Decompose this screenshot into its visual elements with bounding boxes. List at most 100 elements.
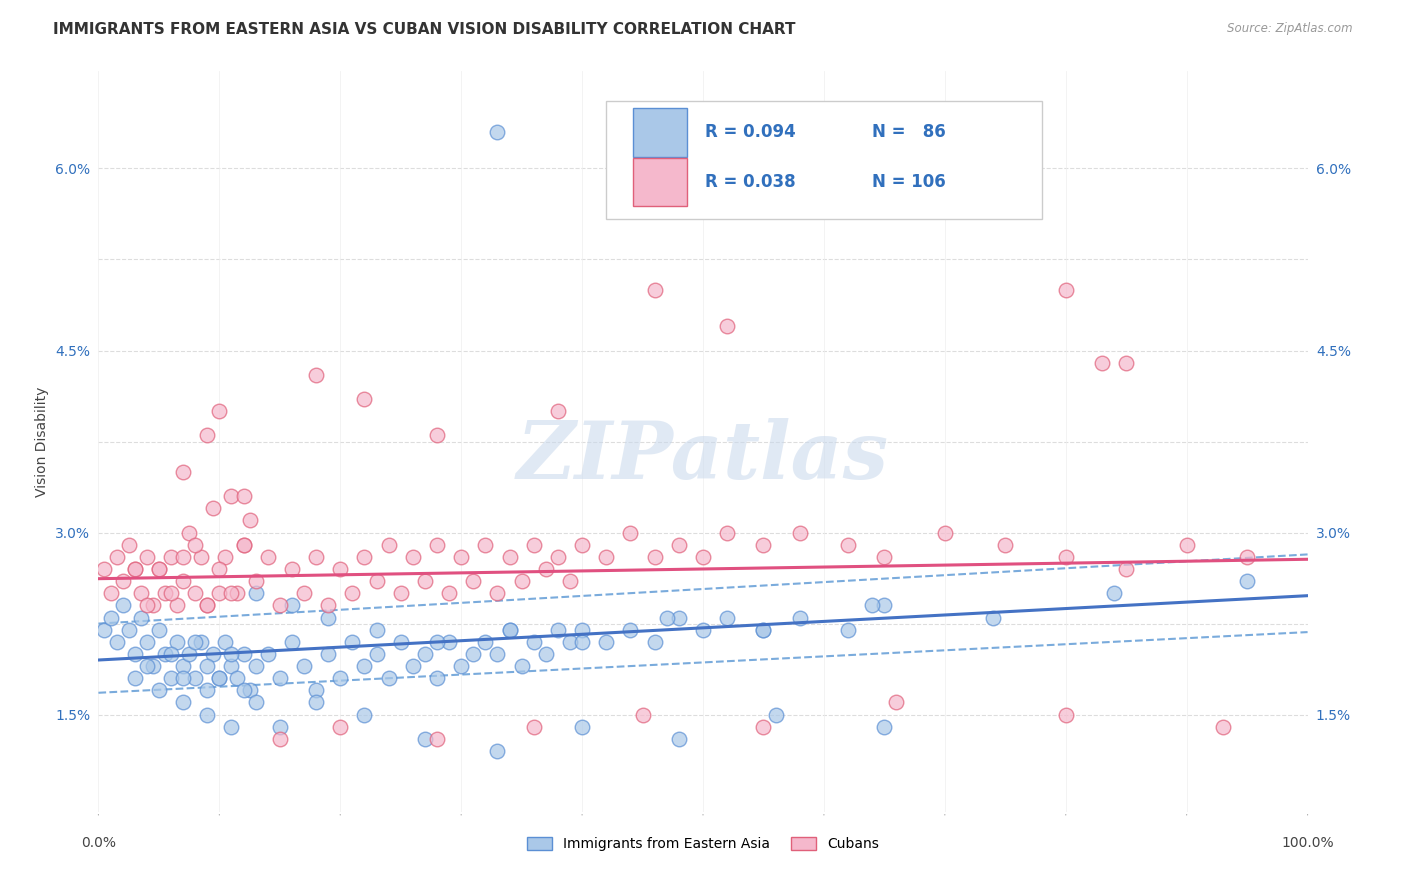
Point: [571, 538, 593, 552]
Point: [402, 549, 425, 564]
Point: [172, 671, 194, 685]
Point: [752, 623, 775, 637]
Point: [166, 599, 188, 613]
Point: [172, 696, 194, 710]
Point: [474, 635, 496, 649]
Point: [100, 610, 122, 624]
Point: [692, 623, 714, 637]
Point: [342, 635, 364, 649]
Point: [437, 635, 460, 649]
Point: [765, 707, 787, 722]
Text: ZIPatlas: ZIPatlas: [517, 417, 889, 495]
Point: [523, 538, 546, 552]
Point: [160, 647, 183, 661]
Point: [426, 731, 449, 746]
Point: [245, 659, 267, 673]
Text: 100.0%: 100.0%: [1281, 836, 1334, 850]
Point: [179, 647, 201, 661]
Point: [142, 659, 165, 673]
Point: [245, 574, 267, 588]
FancyBboxPatch shape: [633, 158, 688, 206]
Point: [232, 538, 254, 552]
Point: [184, 635, 207, 649]
Point: [221, 647, 243, 661]
Text: N = 106: N = 106: [872, 173, 946, 192]
Point: [105, 549, 128, 564]
Point: [190, 549, 212, 564]
Point: [172, 465, 194, 479]
Point: [153, 647, 176, 661]
Point: [118, 538, 141, 552]
Point: [208, 671, 231, 685]
Point: [305, 696, 328, 710]
Point: [994, 538, 1017, 552]
Text: IMMIGRANTS FROM EASTERN ASIA VS CUBAN VISION DISABILITY CORRELATION CHART: IMMIGRANTS FROM EASTERN ASIA VS CUBAN VI…: [53, 22, 796, 37]
Point: [789, 525, 811, 540]
Point: [498, 549, 520, 564]
Point: [860, 599, 883, 613]
Point: [631, 707, 654, 722]
Point: [413, 647, 436, 661]
Point: [837, 538, 859, 552]
Point: [208, 586, 231, 600]
Point: [195, 707, 218, 722]
Text: R = 0.094: R = 0.094: [706, 123, 796, 141]
Point: [366, 574, 388, 588]
Point: [281, 562, 304, 576]
Point: [160, 549, 183, 564]
Point: [1175, 538, 1198, 552]
Point: [571, 623, 593, 637]
Point: [523, 635, 546, 649]
Point: [124, 671, 146, 685]
Point: [752, 538, 775, 552]
Point: [195, 599, 218, 613]
Point: [245, 586, 267, 600]
Point: [256, 647, 278, 661]
Point: [214, 549, 236, 564]
Point: [232, 538, 254, 552]
Point: [534, 647, 557, 661]
Point: [873, 720, 896, 734]
Point: [558, 574, 581, 588]
Point: [214, 635, 236, 649]
Point: [498, 623, 520, 637]
Point: [1054, 549, 1077, 564]
Point: [463, 647, 485, 661]
Point: [413, 731, 436, 746]
Point: [837, 623, 859, 637]
Point: [124, 647, 146, 661]
Point: [498, 623, 520, 637]
Point: [510, 574, 533, 588]
Point: [1236, 574, 1258, 588]
Point: [166, 635, 188, 649]
Point: [221, 489, 243, 503]
Point: [595, 549, 617, 564]
Point: [523, 720, 546, 734]
Point: [179, 525, 201, 540]
Point: [619, 525, 641, 540]
Point: [118, 623, 141, 637]
Point: [202, 501, 225, 516]
Point: [93, 623, 115, 637]
Point: [148, 562, 170, 576]
Point: [716, 525, 738, 540]
Point: [934, 525, 956, 540]
Point: [886, 696, 908, 710]
Point: [716, 319, 738, 334]
Point: [221, 659, 243, 673]
Point: [789, 610, 811, 624]
Point: [195, 599, 218, 613]
Point: [93, 562, 115, 576]
Point: [148, 562, 170, 576]
Point: [571, 635, 593, 649]
Point: [426, 671, 449, 685]
Point: [245, 696, 267, 710]
Point: [353, 659, 375, 673]
Point: [329, 562, 352, 576]
Point: [353, 392, 375, 406]
Point: [129, 610, 152, 624]
Point: [558, 635, 581, 649]
Point: [269, 599, 291, 613]
Point: [269, 731, 291, 746]
Point: [281, 635, 304, 649]
